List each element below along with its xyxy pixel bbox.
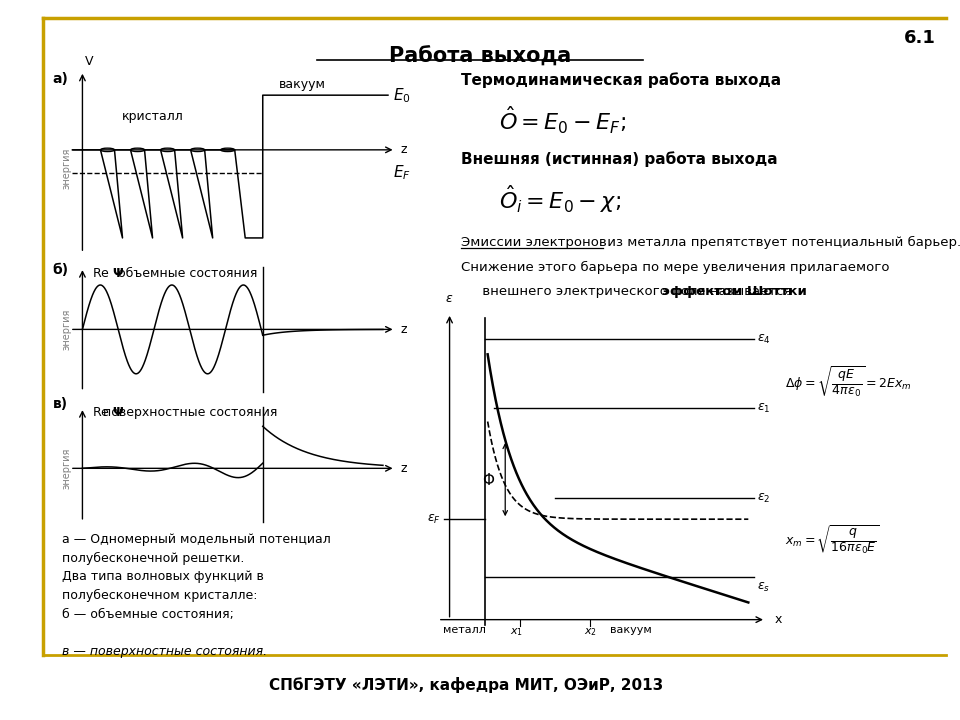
Text: Эмиссии электронов: Эмиссии электронов [461, 236, 607, 249]
Text: объемные состояния: объемные состояния [118, 267, 257, 280]
Text: в): в) [53, 397, 68, 411]
Text: V: V [84, 55, 93, 68]
Text: из металла препятствует потенциальный барьер.: из металла препятствует потенциальный ба… [603, 236, 960, 249]
Text: кристалл: кристалл [122, 110, 183, 123]
Text: .: . [785, 285, 789, 298]
Text: СПбГЭТУ «ЛЭТИ», кафедра МИТ, ОЭиР, 2013: СПбГЭТУ «ЛЭТИ», кафедра МИТ, ОЭиР, 2013 [269, 678, 663, 693]
Text: $\varepsilon_2$: $\varepsilon_2$ [757, 492, 771, 505]
Text: металл: металл [443, 625, 486, 635]
Text: эффектом Шоттки: эффектом Шоттки [662, 285, 807, 298]
Text: $\Phi$: $\Phi$ [482, 472, 495, 487]
Text: $\varepsilon_s$: $\varepsilon_s$ [757, 581, 770, 595]
Text: Внешняя (истинная) работа выхода: Внешняя (истинная) работа выхода [461, 151, 778, 167]
Text: вакуум: вакуум [611, 625, 652, 635]
Text: $x_1$: $x_1$ [511, 626, 523, 638]
Text: Снижение этого барьера по мере увеличения прилагаемого: Снижение этого барьера по мере увеличени… [461, 261, 889, 274]
Text: б — объемные состояния;: б — объемные состояния; [62, 608, 234, 621]
Text: в — поверхностные состояния.: в — поверхностные состояния. [62, 645, 268, 658]
Text: вакуум: вакуум [279, 78, 326, 91]
Text: а): а) [53, 72, 69, 86]
Text: $\varepsilon_1$: $\varepsilon_1$ [757, 402, 771, 415]
Text: энергия: энергия [61, 448, 71, 489]
Text: Термодинамическая работа выхода: Термодинамическая работа выхода [461, 72, 780, 88]
Text: внешнего электрического поля называется: внешнего электрического поля называется [478, 285, 796, 298]
Text: Работа выхода: Работа выхода [389, 47, 571, 67]
Text: Re $\boldsymbol{\Psi}$: Re $\boldsymbol{\Psi}$ [92, 407, 125, 420]
Text: $x_2$: $x_2$ [584, 626, 597, 638]
Text: $\Delta\phi = \sqrt{\dfrac{qE}{4\pi\epsilon_0}} = 2Ex_m$: $\Delta\phi = \sqrt{\dfrac{qE}{4\pi\epsi… [785, 364, 912, 399]
Text: $\varepsilon$: $\varepsilon$ [445, 292, 454, 305]
Text: x: x [775, 613, 782, 626]
Text: $x_m = \sqrt{\dfrac{q}{16\pi\epsilon_0 E}}$: $x_m = \sqrt{\dfrac{q}{16\pi\epsilon_0 E… [785, 523, 880, 557]
Text: $E_F$: $E_F$ [393, 163, 411, 182]
Text: 6.1: 6.1 [904, 29, 936, 47]
Text: $\varepsilon_4$: $\varepsilon_4$ [757, 333, 771, 346]
Text: б): б) [53, 263, 69, 276]
Text: энергия: энергия [61, 309, 71, 350]
Text: $\hat{O}_i = E_0 - \chi;$: $\hat{O}_i = E_0 - \chi;$ [499, 184, 621, 215]
Text: z: z [400, 143, 407, 156]
Text: поверхностные состояния: поверхностные состояния [103, 407, 277, 420]
Text: Два типа волновых функций в: Два типа волновых функций в [62, 570, 264, 583]
Text: Re $\boldsymbol{\Psi}$: Re $\boldsymbol{\Psi}$ [92, 267, 125, 280]
Text: $\hat{O} = E_0 - E_F;$: $\hat{O} = E_0 - E_F;$ [499, 104, 626, 136]
Text: а — Одномерный модельный потенциал: а — Одномерный модельный потенциал [62, 533, 331, 546]
Text: $\varepsilon_F$: $\varepsilon_F$ [427, 513, 441, 526]
Text: полубесконечной решетки.: полубесконечной решетки. [62, 552, 245, 564]
Text: z: z [400, 462, 407, 474]
Text: полубесконечном кристалле:: полубесконечном кристалле: [62, 589, 258, 602]
Text: энергия: энергия [61, 148, 71, 189]
Text: $E_0$: $E_0$ [393, 86, 411, 104]
Text: z: z [400, 323, 407, 336]
